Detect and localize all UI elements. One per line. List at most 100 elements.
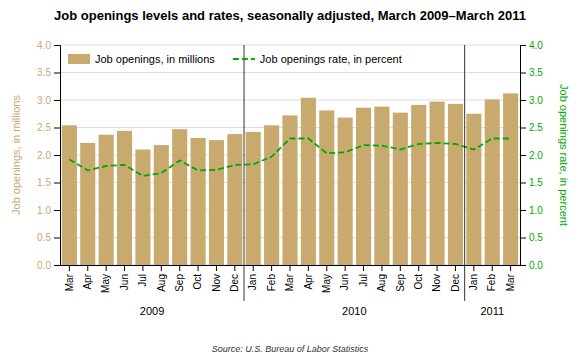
y-tick: 0.5 xyxy=(37,232,60,243)
y2-tick: 2.5 xyxy=(520,122,543,133)
y2-tick-mark xyxy=(520,100,526,101)
bar xyxy=(264,125,279,265)
x-tick-mark xyxy=(473,265,474,271)
bar xyxy=(135,150,150,266)
x-tick-label: Oct xyxy=(192,274,203,290)
y-tick-mark xyxy=(54,45,60,46)
y2-tick-label: 2.5 xyxy=(529,122,543,133)
y2-tick-label: 0.5 xyxy=(529,232,543,243)
x-tick-mark xyxy=(326,265,327,271)
y2-tick: 3.5 xyxy=(520,67,543,78)
year-divider xyxy=(244,45,245,301)
bar xyxy=(301,98,316,265)
x-tick-label: May xyxy=(321,274,332,293)
x-tick-mark xyxy=(400,265,401,271)
x-tick-label: Feb xyxy=(266,274,277,292)
bar xyxy=(80,143,95,265)
bar-series xyxy=(62,93,518,265)
x-tick: Jan xyxy=(247,265,258,290)
x-tick: Mar xyxy=(64,265,75,291)
x-tick-label: Feb xyxy=(486,274,497,292)
bar xyxy=(227,134,242,265)
y-tick: 3.5 xyxy=(37,67,60,78)
bar xyxy=(117,131,132,265)
x-tick-label: Jun xyxy=(339,274,350,290)
y2-tick: 2.0 xyxy=(520,150,543,161)
x-tick-label: May xyxy=(100,274,111,293)
y-tick: 0.0 xyxy=(37,260,60,271)
bar xyxy=(191,138,206,265)
x-tick-mark xyxy=(418,265,419,271)
grid-line xyxy=(60,100,520,101)
y-tick-mark xyxy=(54,210,60,211)
legend: Job openings, in millions Job openings ra… xyxy=(68,53,402,65)
bar xyxy=(172,129,187,265)
x-tick: Oct xyxy=(413,265,424,290)
bar xyxy=(338,118,353,265)
bar xyxy=(319,110,334,265)
y2-tick: 1.5 xyxy=(520,177,543,188)
year-groups: 200920102011 xyxy=(140,45,504,317)
y2-tick: 3.0 xyxy=(520,95,543,106)
grid-line xyxy=(60,72,520,73)
y2-tick: 4.0 xyxy=(520,40,543,51)
year-label: 2009 xyxy=(140,305,164,317)
x-tick-mark xyxy=(345,265,346,271)
y-tick-label: 1.5 xyxy=(37,177,51,188)
x-tick: Feb xyxy=(266,265,277,291)
grid-line xyxy=(60,45,520,46)
legend-item: Job openings, in millions xyxy=(68,53,215,65)
y2-tick-mark xyxy=(520,183,526,184)
y2-tick-mark xyxy=(520,238,526,239)
x-tick: Nov xyxy=(211,265,222,292)
x-tick-mark xyxy=(363,265,364,271)
y2-tick-label: 2.0 xyxy=(529,150,543,161)
x-tick-label: Jul xyxy=(137,274,148,287)
marks xyxy=(62,93,518,265)
y-tick-label: 1.0 xyxy=(37,205,51,216)
bar xyxy=(62,125,77,265)
legend-label: Job openings rate, in percent xyxy=(260,53,402,65)
y-axis: 0.00.51.01.52.02.53.03.54.0 xyxy=(37,40,60,271)
x-tick: Aug xyxy=(376,265,387,292)
bar xyxy=(430,102,445,265)
x-tick: Dec xyxy=(450,265,461,292)
legend-swatch xyxy=(233,58,255,60)
y-axis-line xyxy=(54,46,61,266)
x-tick-mark xyxy=(253,265,254,271)
x-tick: Nov xyxy=(431,265,442,292)
x-tick-mark xyxy=(437,265,438,271)
bar xyxy=(466,114,481,265)
x-tick-label: Sep xyxy=(174,274,185,292)
x-tick: Feb xyxy=(486,265,497,291)
y-tick-mark xyxy=(54,155,60,156)
y-tick: 4.0 xyxy=(37,40,60,51)
x-tick: Jun xyxy=(119,265,130,290)
x-tick-mark xyxy=(106,265,107,271)
x-tick-label: Oct xyxy=(413,274,424,290)
y2-axis-title: Job openings rate, in percent xyxy=(558,84,570,226)
x-tick-mark xyxy=(510,265,511,271)
x-tick-label: Mar xyxy=(505,273,516,291)
x-tick-label: Dec xyxy=(229,274,240,292)
x-tick-label: Sep xyxy=(395,274,406,292)
x-tick-mark xyxy=(87,265,88,271)
y2-tick-mark xyxy=(520,73,526,74)
bar xyxy=(393,113,408,265)
y-tick-mark xyxy=(54,265,60,266)
y-tick: 2.5 xyxy=(37,122,60,133)
x-tick-mark xyxy=(69,265,70,271)
year-label: 2010 xyxy=(342,305,366,317)
bar xyxy=(374,107,389,265)
y-tick-label: 0.5 xyxy=(37,232,51,243)
x-tick-label: Nov xyxy=(211,274,222,292)
y-tick-label: 2.0 xyxy=(37,150,51,161)
title: Job openings levels and rates, seasonall… xyxy=(54,8,526,23)
x-tick: May xyxy=(321,265,332,293)
chart: Job openings levels and rates, seasonall… xyxy=(0,0,580,360)
y2-tick-mark xyxy=(520,265,526,266)
y-tick-label: 2.5 xyxy=(37,122,51,133)
y2-tick-label: 1.0 xyxy=(529,205,543,216)
y2-axis-line xyxy=(521,46,527,266)
y-tick-label: 3.5 xyxy=(37,67,51,78)
